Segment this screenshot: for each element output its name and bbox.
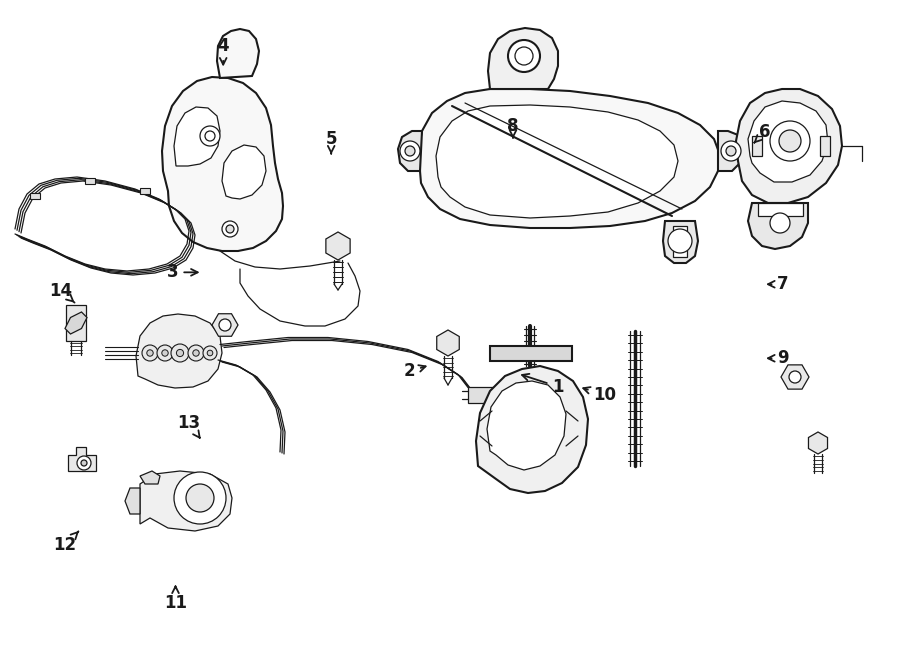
Circle shape [515,47,533,65]
Text: 5: 5 [326,130,337,153]
Text: 9: 9 [768,349,788,368]
Polygon shape [68,447,96,471]
Circle shape [81,460,87,466]
Polygon shape [212,314,238,336]
Polygon shape [162,77,283,251]
Polygon shape [476,366,588,493]
Circle shape [721,141,741,161]
Circle shape [77,456,91,470]
Circle shape [726,146,736,156]
Bar [30,193,40,199]
Circle shape [171,344,189,362]
Circle shape [205,131,215,141]
Polygon shape [174,107,220,166]
Text: 11: 11 [164,586,187,612]
Circle shape [222,221,238,237]
Polygon shape [736,89,842,203]
Circle shape [400,141,420,161]
Circle shape [405,146,415,156]
Bar [140,188,150,194]
Polygon shape [418,89,720,228]
Bar [85,178,95,184]
Circle shape [147,350,153,356]
Text: 10: 10 [583,386,617,405]
Polygon shape [65,312,87,334]
Circle shape [219,319,231,331]
Text: 4: 4 [218,37,229,65]
Text: 1: 1 [522,374,563,396]
Circle shape [174,472,226,524]
Circle shape [668,229,692,253]
Polygon shape [487,381,566,470]
Polygon shape [490,346,572,361]
Circle shape [226,225,234,233]
Polygon shape [781,365,809,389]
Text: 3: 3 [167,263,198,282]
Polygon shape [748,203,808,249]
Circle shape [200,126,220,146]
Circle shape [176,350,184,356]
Polygon shape [663,221,698,263]
Polygon shape [808,432,827,454]
Polygon shape [326,232,350,260]
Circle shape [203,346,217,360]
Text: 13: 13 [177,414,201,438]
Circle shape [186,484,214,512]
Polygon shape [136,314,222,388]
Polygon shape [436,105,678,218]
Circle shape [193,350,199,356]
Polygon shape [758,203,803,216]
Circle shape [789,371,801,383]
Polygon shape [398,131,422,171]
Text: 12: 12 [53,531,78,555]
Polygon shape [752,136,762,156]
Text: 7: 7 [768,275,788,293]
Polygon shape [222,145,266,199]
Polygon shape [66,305,86,341]
Circle shape [162,350,168,356]
Polygon shape [217,29,259,78]
Circle shape [779,130,801,152]
Polygon shape [468,387,496,403]
Polygon shape [488,28,558,89]
Circle shape [770,121,810,161]
Circle shape [188,345,204,361]
Circle shape [770,213,790,233]
Text: 8: 8 [508,116,518,137]
Polygon shape [436,330,459,356]
Polygon shape [748,101,828,182]
Polygon shape [140,471,160,484]
Text: 6: 6 [754,123,770,143]
Polygon shape [820,136,830,156]
Circle shape [207,350,212,356]
Polygon shape [125,488,140,514]
Polygon shape [718,131,742,171]
Circle shape [142,345,158,361]
Polygon shape [140,471,232,531]
Text: 2: 2 [404,362,426,381]
Polygon shape [673,226,687,257]
Circle shape [157,345,173,361]
Circle shape [508,40,540,72]
Text: 14: 14 [50,282,75,303]
